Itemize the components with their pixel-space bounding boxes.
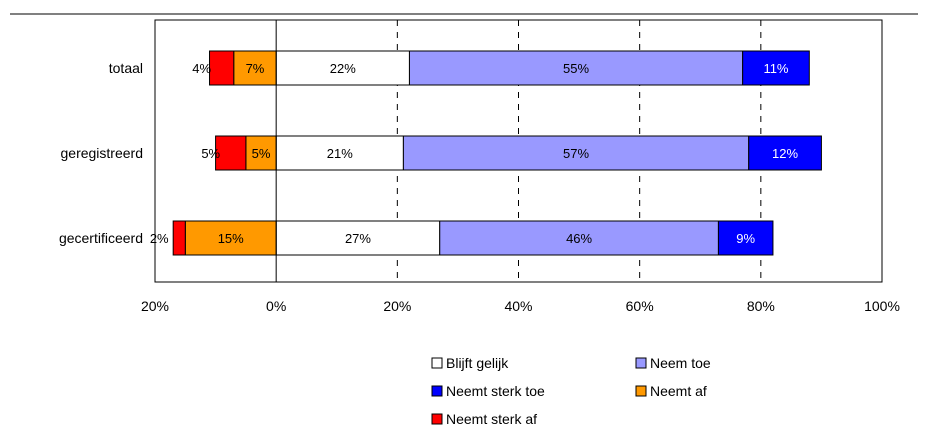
data-label: 7% [246,61,265,76]
bar-segment [275,220,441,256]
legend-swatch [431,385,443,397]
bar-segment [245,135,277,171]
data-label: 15% [218,231,244,246]
data-label: 5% [201,146,220,161]
x-tick-label: 100% [864,298,900,314]
bar-segment [275,50,410,86]
legend-label: Neemt sterk toe [446,383,545,399]
legend-swatch [635,357,647,369]
legend-label: Neemt af [650,383,707,399]
legend-label: Neemt sterk af [446,411,537,427]
x-tick-label: 20% [383,298,411,314]
category-label: gecertificeerd [59,230,143,246]
bar-segment [209,50,235,86]
bar-segment [748,135,822,171]
data-label: 46% [566,231,592,246]
data-label: 57% [563,146,589,161]
data-label: 4% [192,61,211,76]
x-tick-label: 40% [504,298,532,314]
legend-label: Blijft gelijk [446,355,509,371]
x-tick-label: 0% [266,298,286,314]
bar-segment [184,220,277,256]
data-label: 9% [736,231,755,246]
x-tick-label: 80% [747,298,775,314]
legend-label: Neem toe [650,355,711,371]
category-labels: totaal geregistreerd gecertificeerd [59,60,143,246]
bar-segment [717,220,774,256]
bars: 22% 55% 11% 7% 4% 21% 57% 12% 5% 5% 27% 46% 9% 15% 2% [150,50,822,256]
data-label: 11% [763,61,788,76]
category-label: totaal [109,60,143,76]
category-label: geregistreerd [61,145,144,161]
data-label: 27% [345,231,371,246]
x-tick-label: 60% [626,298,654,314]
data-label: 22% [330,61,356,76]
data-label: 55% [563,61,589,76]
bar-segment [215,135,247,171]
legend-swatch [635,385,647,397]
bar-segment [742,50,810,86]
data-label: 2% [150,231,169,246]
legend-swatch [431,357,443,369]
bar-segment [172,220,186,256]
data-label: 21% [327,146,353,161]
data-label: 12% [772,146,798,161]
data-label: 5% [252,146,271,161]
x-tick-label: 20% [141,298,169,314]
bar-segment [408,50,744,86]
legend-swatch [431,413,443,425]
x-tick-labels: 20% 0% 20% 40% 60% 80% 100% [141,298,900,314]
legend: Blijft gelijk Neem toe Neemt sterk toe Neem… [431,355,711,427]
